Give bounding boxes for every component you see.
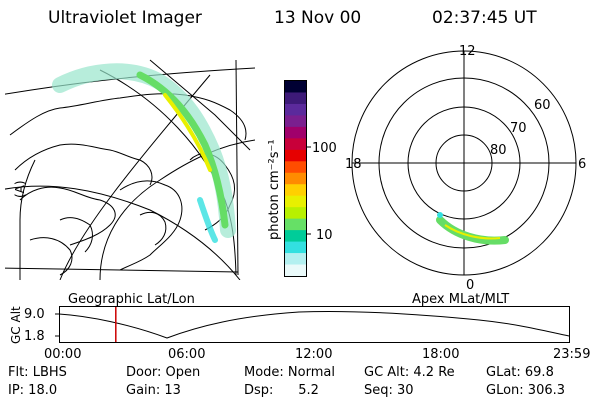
colorbar-segment: [285, 126, 306, 139]
colorbar-segment: [285, 184, 306, 197]
instrument-title: Ultraviolet Imager: [48, 8, 202, 28]
door-label: Door: Open: [126, 365, 201, 380]
colorbar-segment: [285, 161, 306, 174]
dsp-label: Dsp: 5.2: [244, 383, 319, 398]
colorbar-segment: [285, 195, 306, 208]
colorbar-segment: [285, 230, 306, 243]
colorbar-segment: [285, 253, 306, 266]
ip-label: IP: 18.0: [8, 383, 58, 398]
polar-caption: Apex MLat/MLT: [412, 292, 510, 307]
geo-side-label: (A): [13, 180, 27, 198]
timeline-ytick-1-8: 1.8: [24, 329, 45, 344]
colorbar-segment: [285, 241, 306, 254]
mlat-label-80: 80: [490, 143, 507, 158]
glon-label: GLon: 306.3: [486, 383, 566, 398]
mlt-label-0: 0: [466, 278, 475, 293]
timeline-xtick-1800: 18:00: [422, 347, 460, 362]
mlt-label-6: 6: [578, 157, 587, 172]
polar-plot: [351, 50, 577, 276]
geographic-caption: Geographic Lat/Lon: [68, 292, 195, 307]
colorbar-segment: [285, 172, 306, 185]
mode-label: Mode: Normal: [244, 365, 335, 380]
gc-alt-label: GC Alt: 4.2 Re: [364, 365, 455, 380]
flt-label: Flt: LBHS: [8, 365, 67, 380]
mlt-label-18: 18: [345, 157, 362, 172]
colorbar-tick-100: 100: [312, 141, 337, 156]
timeline-ylabel: GC Alt: [9, 306, 23, 344]
timeline-ytick-9: 9.0: [24, 307, 45, 322]
altitude-timeline: [55, 306, 570, 343]
colorbar-segment: [285, 115, 306, 128]
time-label: 02:37:45 UT: [432, 8, 537, 28]
colorbar-segment: [285, 92, 306, 105]
colorbar: [284, 80, 311, 277]
colorbar-segment: [285, 81, 306, 93]
colorbar-label: photon cm⁻²s⁻¹: [267, 139, 282, 240]
colorbar-segment: [285, 138, 306, 151]
geographic-map: [5, 59, 255, 280]
mlat-label-70: 70: [510, 121, 527, 136]
gain-label: Gain: 13: [126, 383, 181, 398]
colorbar-tick-10: 10: [316, 228, 333, 243]
mlat-label-60: 60: [534, 98, 551, 113]
glat-label: GLat: 69.8: [486, 365, 554, 380]
timeline-xtick-0000: 00:00: [44, 347, 82, 362]
timeline-xtick-1200: 12:00: [295, 347, 333, 362]
mlt-label-12: 12: [459, 44, 476, 59]
timeline-xtick-2359: 23:59: [553, 347, 591, 362]
colorbar-segment: [285, 207, 306, 220]
seq-label: Seq: 30: [364, 383, 414, 398]
timeline-xtick-0600: 06:00: [168, 347, 206, 362]
date-label: 13 Nov 00: [274, 8, 362, 28]
colorbar-segment: [285, 264, 306, 277]
colorbar-segment: [285, 149, 306, 162]
colorbar-segment: [285, 218, 306, 231]
colorbar-segment: [285, 103, 306, 116]
